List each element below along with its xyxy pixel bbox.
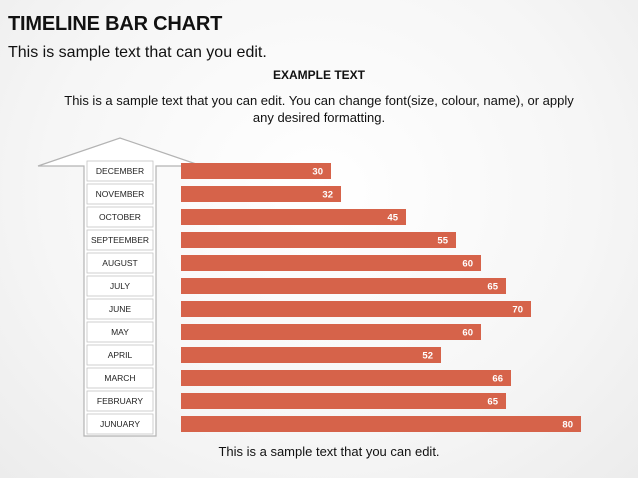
month-label-box — [86, 183, 154, 205]
bar-value-label: 32 — [322, 190, 333, 201]
month-label: MARCH — [104, 373, 135, 383]
page-subtitle: This is sample text that can you edit. — [8, 44, 267, 61]
bar — [181, 301, 531, 317]
bar — [181, 163, 331, 179]
month-label-box — [86, 321, 154, 343]
bar — [181, 255, 481, 271]
bar-value-label: 70 — [512, 305, 523, 316]
bar-value-label: 66 — [492, 374, 503, 385]
month-label-box — [86, 275, 154, 297]
section-heading: EXAMPLE TEXT — [272, 68, 365, 82]
footer-text: This is a sample text that you can edit. — [218, 444, 440, 459]
bar-value-label: 60 — [462, 328, 473, 339]
month-label-box — [86, 229, 154, 251]
month-label-box — [86, 413, 154, 435]
month-label-box — [86, 390, 154, 412]
bar — [181, 347, 441, 363]
bar — [181, 393, 506, 409]
month-label-box — [86, 367, 154, 389]
bar-value-label: 52 — [422, 351, 433, 362]
month-label: NOVEMBER — [96, 189, 145, 199]
bar — [181, 209, 406, 225]
bar — [181, 232, 456, 248]
bar — [181, 370, 511, 386]
bar — [181, 324, 481, 340]
month-label: OCTOBER — [99, 212, 141, 222]
month-label: MAY — [111, 327, 129, 337]
bar-value-label: 65 — [487, 282, 498, 293]
month-label: JULY — [110, 281, 130, 291]
month-label: AUGUST — [102, 258, 137, 268]
month-label-box — [86, 252, 154, 274]
bar-series: 30 32 45 55 60 65 70 60 52 66 65 80 — [181, 163, 581, 432]
page-title: TIMELINE BAR CHART — [8, 13, 223, 35]
bar-value-label: 30 — [312, 167, 323, 178]
month-label-boxes: DECEMBER NOVEMBER OCTOBER SEPTEEMBER AUGUST J… — [86, 160, 154, 435]
description-text: This is a sample text that you can edit.… — [64, 93, 574, 125]
month-label: JUNUARY — [100, 419, 140, 429]
bar — [181, 278, 506, 294]
bar-value-label: 60 — [462, 259, 473, 270]
month-label: APRIL — [108, 350, 133, 360]
bar-value-label: 65 — [487, 397, 498, 408]
bar-value-label: 55 — [437, 236, 448, 247]
month-label-box — [86, 298, 154, 320]
bar-value-label: 80 — [562, 420, 573, 431]
month-label-box — [86, 344, 154, 366]
month-label-box — [86, 160, 154, 182]
month-label: SEPTEEMBER — [91, 235, 149, 245]
bar — [181, 416, 581, 432]
month-label: FEBRUARY — [97, 396, 143, 406]
month-label: DECEMBER — [96, 166, 144, 176]
month-label: JUNE — [109, 304, 132, 314]
month-label-box — [86, 206, 154, 228]
bar — [181, 186, 341, 202]
bar-value-label: 45 — [387, 213, 398, 224]
